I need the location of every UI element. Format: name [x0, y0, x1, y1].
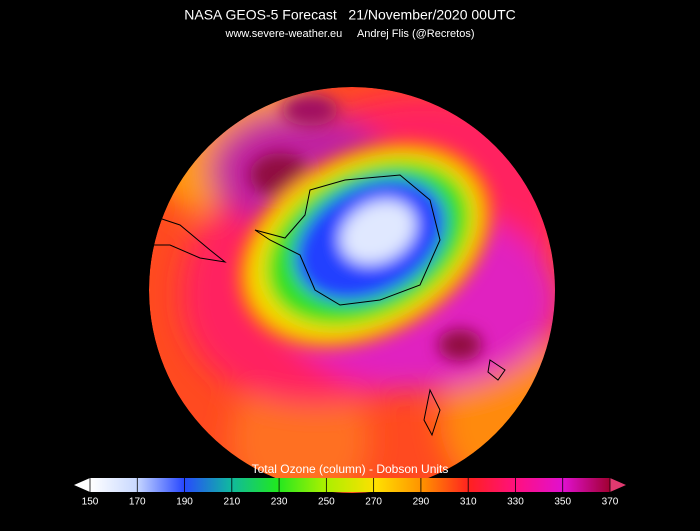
colorbar-tick-label: 250 — [318, 497, 335, 508]
subtitle: www.severe-weather.eu Andrej Flis (@Recr… — [225, 28, 475, 40]
colorbar-tick-label: 270 — [365, 497, 382, 508]
colorbar-tick-label: 330 — [507, 497, 524, 508]
colorbar-tick-label: 370 — [602, 497, 619, 508]
colorbar-label: Total Ozone (column) - Dobson Units — [252, 462, 449, 476]
colorbar-tick-label: 310 — [460, 497, 477, 508]
colorbar-tick-label: 350 — [554, 497, 571, 508]
colorbar-high-arrow — [610, 478, 626, 492]
colorbar-tick-label: 150 — [82, 497, 99, 508]
colorbar-tick-label: 170 — [129, 497, 146, 508]
colorbar-tick-label: 210 — [223, 497, 240, 508]
colorbar-tick-label: 230 — [271, 497, 288, 508]
colorbar-tick-label: 190 — [176, 497, 193, 508]
colorbar — [90, 478, 610, 492]
ozone-map — [149, 87, 555, 493]
colorbar-low-arrow — [74, 478, 90, 492]
colorbar-ticks: 150 170 190 210 230 250 270 290 310 330 350 370 — [82, 478, 619, 508]
colorbar-tick-label: 290 — [413, 497, 430, 508]
title: NASA GEOS-5 Forecast 21/November/2020 00… — [184, 7, 515, 23]
